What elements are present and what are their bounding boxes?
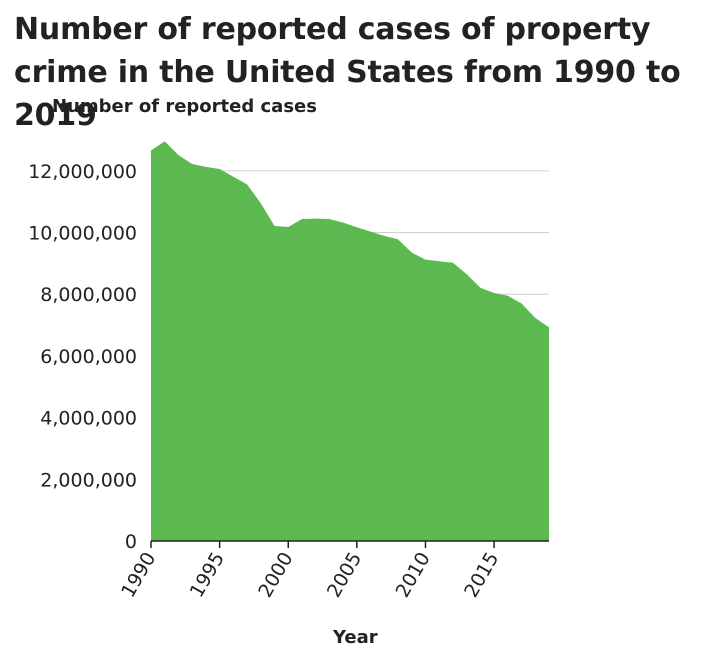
x-tick-label: 2010: [392, 549, 435, 602]
y-tick-label: 10,000,000: [28, 223, 137, 245]
x-tick-label: 2015: [460, 549, 503, 602]
x-tick-label: 1995: [186, 549, 229, 602]
y-tick-label: 6,000,000: [40, 346, 137, 368]
y-axis-ticks: 0 2,000,000 4,000,000 6,000,000 8,000,000 10,…: [28, 161, 137, 553]
area-series: [151, 141, 549, 542]
y-tick-label: 8,000,000: [40, 284, 137, 306]
y-tick-label: 12,000,000: [28, 161, 137, 183]
x-axis-label: Year: [333, 627, 378, 648]
x-tick-label: 2000: [254, 549, 297, 602]
area-fill: [151, 141, 549, 542]
x-tick-label: 2005: [323, 549, 366, 602]
x-axis: 1990 1995 2000 2005 2010 2015: [117, 540, 549, 602]
y-axis-label: Number of reported cases: [52, 96, 317, 117]
y-tick-label: 4,000,000: [40, 408, 137, 430]
x-tick-label: 1990: [117, 549, 160, 602]
y-tick-label: 2,000,000: [40, 469, 137, 491]
y-tick-label: 0: [125, 531, 137, 553]
chart-title: Number of reported cases of property cri…: [14, 12, 681, 133]
